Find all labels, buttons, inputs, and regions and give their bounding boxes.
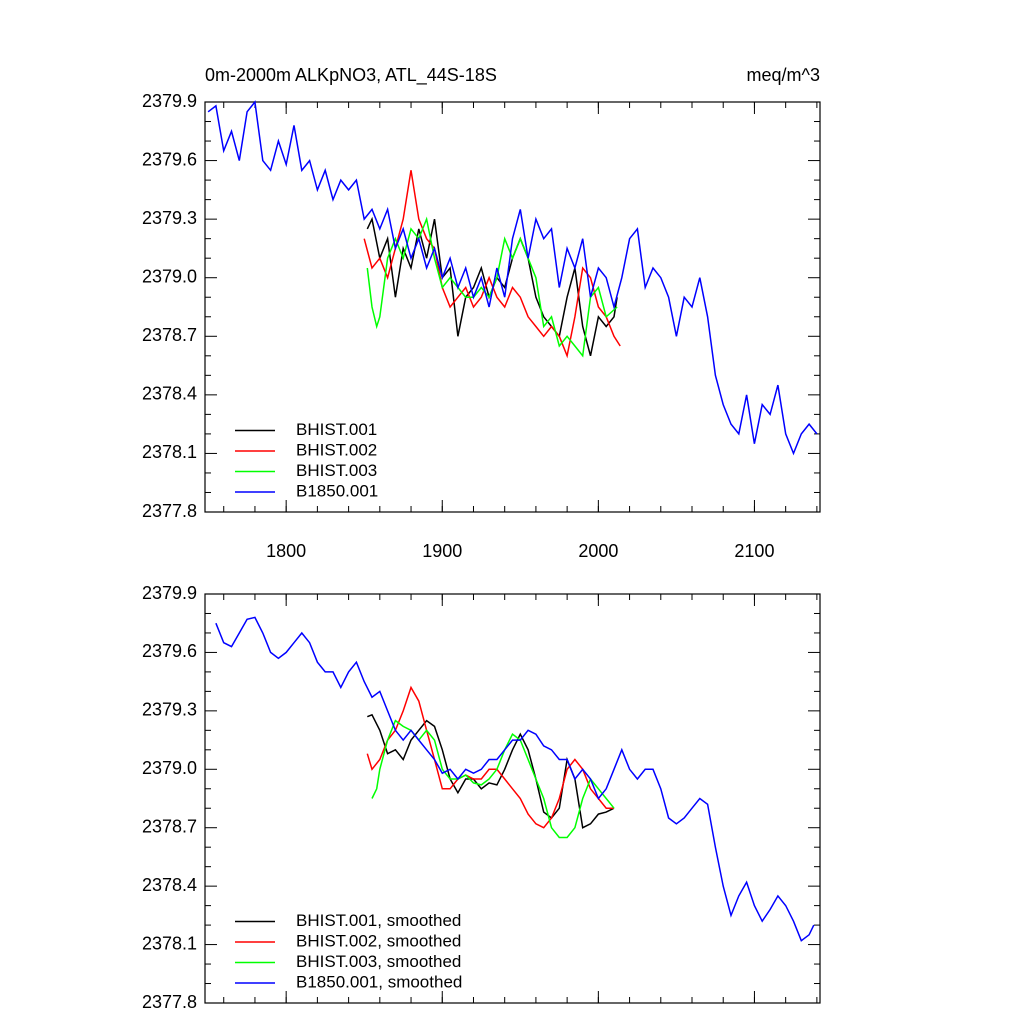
y-tick-label: 2378.7: [142, 325, 197, 345]
y-tick-label: 2379.0: [142, 758, 197, 778]
plot-frame: [204, 101, 821, 513]
y-tick-label: 2379.6: [142, 641, 197, 661]
y-tick-label: 2379.3: [142, 700, 197, 720]
legend-label: BHIST.001, smoothed: [296, 911, 461, 930]
x-tick-label: 2100: [734, 541, 774, 561]
y-tick-label: 2379.9: [142, 91, 197, 111]
y-tick-label: 2378.4: [142, 875, 197, 895]
series-line: [207, 100, 818, 456]
series-line: [371, 719, 615, 839]
y-tick-label: 2377.8: [142, 992, 197, 1012]
x-tick-label: 1800: [266, 541, 306, 561]
legend-label: B1850.001, smoothed: [296, 972, 462, 991]
series-line: [367, 713, 615, 829]
y-tick-label: 2378.1: [142, 933, 197, 953]
y-tick-label: 2377.8: [142, 501, 197, 521]
legend-label: BHIST.002, smoothed: [296, 931, 461, 950]
y-tick-label: 2378.7: [142, 816, 197, 836]
units-label: meq/m^3: [747, 65, 820, 85]
y-tick-label: 2379.9: [142, 583, 197, 603]
series-line: [366, 685, 614, 829]
y-tick-label: 2379.0: [142, 266, 197, 286]
y-tick-label: 2378.4: [142, 384, 197, 404]
plot-frame: [204, 593, 821, 1004]
legend-label: BHIST.003, smoothed: [296, 952, 461, 971]
series-line: [215, 616, 815, 942]
legend-label: B1850.001: [296, 481, 378, 500]
chart-title: 0m-2000m ALKpNO3, ATL_44S-18S: [205, 65, 497, 86]
legend-label: BHIST.003: [296, 461, 377, 480]
x-tick-label: 1900: [422, 541, 462, 561]
series-line: [363, 170, 621, 359]
y-tick-label: 2378.1: [142, 442, 197, 462]
y-tick-label: 2379.6: [142, 149, 197, 169]
y-tick-label: 2379.3: [142, 208, 197, 228]
x-tick-label: 2000: [578, 541, 618, 561]
legend-label: BHIST.001: [296, 420, 377, 439]
legend-label: BHIST.002: [296, 440, 377, 459]
